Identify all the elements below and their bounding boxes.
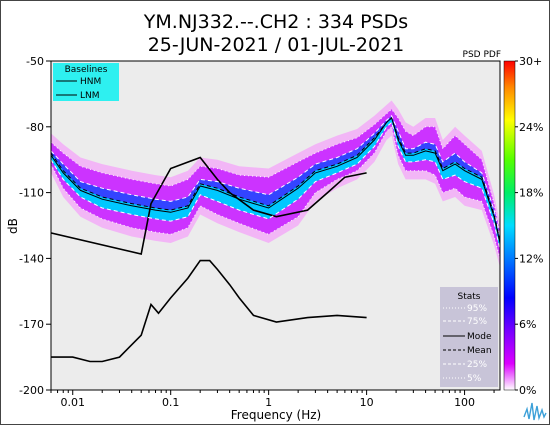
y-tick-label-5: -200 xyxy=(19,384,44,397)
logo-icon xyxy=(522,399,548,423)
x-tick-label-4: 100 xyxy=(454,396,475,409)
series-lines xyxy=(51,108,500,363)
series-line-95pct xyxy=(51,108,500,233)
y-tick-label-1: -80 xyxy=(26,121,44,134)
series-line-5pct xyxy=(51,125,500,259)
colorbar-tick-label-5: 0% xyxy=(519,384,536,397)
colorbar-tick-label-3: 12% xyxy=(519,252,543,265)
chart-subtitle: 25-JUN-2021 / 01-JUL-2021 xyxy=(148,34,405,56)
y-tick-label-2: -110 xyxy=(19,187,44,200)
y-axis-label: dB xyxy=(6,218,20,234)
stats-label-mean: Mean xyxy=(467,346,492,356)
series-line-25pct xyxy=(51,121,500,250)
plot-border xyxy=(50,60,501,391)
x-axis-label: Frequency (Hz) xyxy=(231,408,322,422)
stats-label-95: 95% xyxy=(467,304,487,314)
colorbar-ticks: 30+ 24% 18% 12% 6% 0% xyxy=(515,55,543,397)
series-line-mean xyxy=(51,117,500,242)
colorbar xyxy=(503,60,516,391)
colorbar-tick-label-0: 30+ xyxy=(519,55,542,68)
chart-title: YM.NJ332.--.CH2 : 334 PSDs xyxy=(143,11,408,33)
x-tick-label-3: 10 xyxy=(360,396,374,409)
stats-legend-box xyxy=(440,287,498,387)
y-tick-label-0: -50 xyxy=(26,55,44,68)
stats-label-mode: Mode xyxy=(467,332,492,342)
psd-density xyxy=(51,100,500,268)
colorbar-tick-label-1: 24% xyxy=(519,121,543,134)
stats-label-75: 75% xyxy=(467,317,487,327)
colorbar-tick-label-2: 18% xyxy=(519,187,543,200)
stats-legend-title: Stats xyxy=(458,292,481,302)
density-band-outer xyxy=(51,109,500,259)
density-band-core xyxy=(51,118,500,250)
x-tick-label-2: 1 xyxy=(265,396,272,409)
colorbar-label: PSD PDF xyxy=(463,50,501,60)
y-tick-label-4: -170 xyxy=(19,318,44,331)
baselines-legend-title: Baselines xyxy=(65,65,108,75)
x-axis: 0.01 0.1 1 10 100 xyxy=(50,390,495,409)
series-line-75pct xyxy=(51,114,500,237)
stats-legend: Stats 95% 75% Mode Mean 25% 5% xyxy=(440,287,498,387)
series-line-mode xyxy=(51,117,500,244)
series-line-lnm xyxy=(51,259,367,363)
series-line-hnm xyxy=(51,156,367,255)
x-tick-label-0: 0.01 xyxy=(60,396,85,409)
x-tick-label-1: 0.1 xyxy=(162,396,180,409)
y-tick-label-3: -140 xyxy=(19,252,44,265)
legend-label-hnm: HNM xyxy=(80,77,101,87)
colorbar-tick-label-4: 6% xyxy=(519,318,536,331)
y-axis: -50 -80 -110 -140 -170 -200 xyxy=(19,55,51,397)
legend-label-lnm: LNM xyxy=(80,91,100,101)
stats-label-5: 5% xyxy=(467,374,482,384)
stats-label-25: 25% xyxy=(467,360,487,370)
baselines-legend: Baselines HNM LNM xyxy=(53,63,119,101)
